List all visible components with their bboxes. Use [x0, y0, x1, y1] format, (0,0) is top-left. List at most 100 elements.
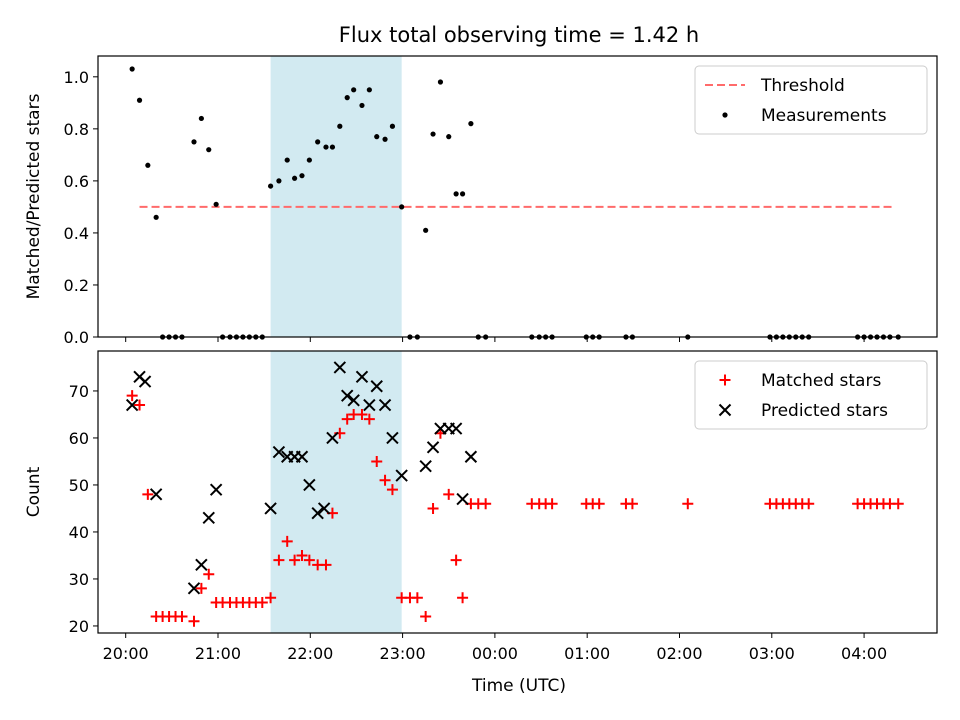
y-tick-label: 0.2 — [64, 276, 89, 295]
y-tick-label: 0.8 — [64, 120, 89, 139]
x-tick-label: 03:00 — [749, 644, 795, 663]
legend-frame — [694, 360, 928, 430]
predicted-star-point — [195, 558, 208, 572]
matched-star-point — [480, 498, 492, 510]
predicted-star-point — [449, 422, 463, 435]
predicted-star-point — [311, 506, 324, 520]
matched-star-point — [427, 502, 439, 514]
matched-star-point — [320, 559, 332, 571]
y-tick-label: 50 — [69, 476, 89, 495]
matched-star-point — [892, 498, 904, 510]
y-tick-label: 0.6 — [64, 172, 89, 191]
matched-star-point — [371, 455, 383, 467]
measurement-point — [423, 227, 429, 233]
x-tick-label: 04:00 — [841, 644, 887, 663]
predicted-star-point — [303, 478, 316, 492]
x-tick-label: 00:00 — [472, 644, 518, 663]
matched-star-point — [450, 554, 462, 566]
matched-star-point — [379, 474, 391, 486]
predicted-star-point — [326, 431, 339, 445]
matched-star-point — [273, 554, 285, 566]
y-tick-label: 30 — [69, 570, 89, 589]
y-tick-label: 1.0 — [64, 68, 89, 87]
measurement-point — [284, 157, 290, 163]
predicted-star-point — [370, 380, 383, 393]
x-tick-label: 21:00 — [195, 644, 241, 663]
matched-star-point — [803, 498, 815, 510]
x-tick-label: 02:00 — [656, 644, 702, 663]
measurement-point — [276, 178, 282, 184]
legend-label: Threshold — [760, 76, 845, 96]
count-axes-frame — [97, 350, 938, 634]
matched-star-point — [303, 554, 315, 566]
matched-star-point — [281, 535, 293, 547]
measurement-point — [198, 115, 204, 122]
predicted-star-point — [209, 483, 223, 496]
matched-star-point — [363, 413, 375, 425]
predicted-star-point — [125, 398, 139, 412]
matched-star-point — [457, 592, 469, 604]
predicted-star-point — [295, 450, 309, 463]
measurement-point — [374, 134, 380, 140]
predicted-star-point — [317, 502, 331, 515]
measurement-point — [267, 183, 274, 189]
predicted-star-point — [426, 441, 440, 454]
chart-title: Flux total observing time = 1.42 h — [339, 23, 699, 47]
legend-marker-swatch — [718, 403, 732, 417]
measurement-point — [337, 123, 343, 129]
measurement-point — [389, 123, 396, 129]
matched-star-point — [203, 568, 215, 580]
matched-star-point — [134, 399, 146, 411]
measurement-point — [366, 87, 372, 93]
matched-star-point — [420, 611, 432, 623]
predicted-star-point — [363, 398, 376, 412]
y-tick-label: 40 — [69, 523, 89, 542]
x-axis-label: Time (UTC) — [471, 676, 566, 696]
matched-star-point — [265, 592, 277, 604]
ratio-y-axis-label: Matched/Predicted stars — [24, 93, 44, 299]
measurement-point — [399, 204, 405, 210]
measurement-point — [213, 201, 219, 207]
predicted-star-point — [419, 459, 432, 473]
predicted-star-point — [378, 398, 392, 412]
measurement-point — [344, 95, 350, 101]
matched-star-point — [126, 390, 138, 402]
predicted-star-point — [333, 361, 347, 374]
legend-marker-swatch — [719, 374, 731, 386]
matched-star-point — [443, 488, 455, 500]
measurement-point — [351, 87, 357, 93]
y-tick-label: 0.4 — [64, 224, 89, 243]
y-tick-label: 20 — [69, 617, 89, 636]
predicted-star-point — [138, 375, 152, 388]
measurement-point — [359, 102, 365, 109]
matched-star-point — [195, 582, 207, 594]
predicted-star-point — [272, 445, 286, 459]
y-tick-label: 70 — [69, 382, 89, 401]
matched-star-point — [289, 554, 301, 566]
ratio-axes-frame — [97, 55, 938, 338]
legend-label: Predicted stars — [761, 401, 888, 421]
matched-star-point — [546, 498, 558, 510]
observing-window-span — [270, 56, 402, 337]
x-tick-label: 23:00 — [380, 644, 426, 663]
x-tick-label: 20:00 — [103, 644, 149, 663]
ratio-legend: Threshold Measurements — [694, 65, 928, 135]
predicted-star-point — [202, 511, 215, 525]
matched-star-point — [682, 498, 694, 510]
matched-star-point — [188, 615, 200, 627]
predicted-star-point — [149, 488, 163, 501]
measurement-point — [136, 97, 143, 103]
measurement-point — [291, 175, 298, 181]
measurement-point — [459, 191, 466, 197]
predicted-star-point — [187, 582, 201, 595]
matched-star-point — [356, 408, 368, 420]
count-legend: Matched stars Predicted stars — [694, 360, 928, 430]
matched-star-point — [256, 596, 268, 608]
count-subplot: 20 30 40 50 60 70 20:00 21:00 22:00 23:00 00:00 01:… — [24, 350, 938, 663]
predicted-star-point — [347, 394, 360, 407]
count-y-axis-label: Count — [24, 466, 44, 517]
matched-star-point — [593, 498, 605, 510]
y-tick-label: 0.0 — [64, 328, 89, 347]
measurement-point — [323, 144, 329, 150]
